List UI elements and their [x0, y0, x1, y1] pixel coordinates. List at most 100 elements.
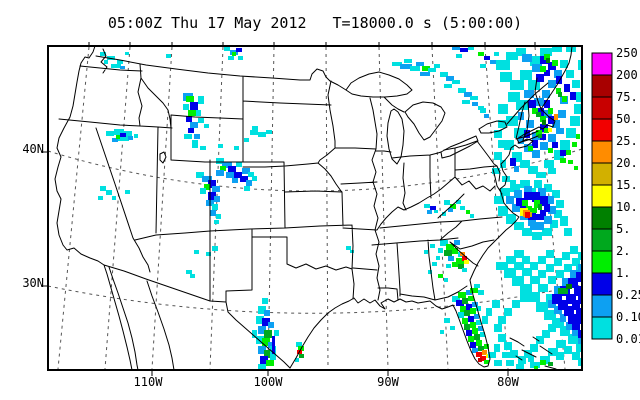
precip-cell: [578, 330, 581, 338]
precip-cell: [125, 52, 129, 55]
precip-cell: [498, 316, 506, 324]
precip-cell: [562, 252, 570, 260]
precip-cell: [546, 264, 554, 272]
precip-cell: [117, 136, 129, 141]
precip-cell: [498, 334, 506, 342]
precip-cell: [112, 138, 118, 142]
precip-cell: [400, 64, 412, 69]
precip-cell: [550, 220, 558, 228]
precip-cell: [498, 104, 508, 114]
precip-cell: [542, 228, 552, 236]
precip-cell: [470, 288, 478, 293]
precip-cell: [346, 246, 351, 250]
precip-cell: [578, 264, 581, 272]
precip-cell: [544, 128, 549, 133]
precip-cell: [100, 186, 106, 191]
precip-cell: [424, 250, 428, 254]
precip-cell: [540, 210, 546, 216]
precip-cell: [228, 56, 234, 60]
precip-cell: [538, 270, 546, 278]
precip-cell: [502, 352, 510, 358]
precip-cell: [494, 152, 502, 160]
precip-cell: [484, 56, 490, 60]
precip-cell: [98, 196, 103, 200]
precip-cell: [528, 356, 534, 362]
precip-cell: [500, 160, 506, 168]
precip-cell: [536, 302, 548, 312]
colorbar-segment: [591, 118, 613, 142]
precip-cell: [474, 284, 480, 288]
precip-cell: [560, 326, 570, 336]
precip-cell: [106, 131, 114, 136]
precip-cell: [420, 72, 430, 76]
precip-cell: [548, 206, 556, 214]
map-frame: [47, 45, 583, 371]
precip-cell: [552, 190, 560, 198]
precip-cell: [540, 196, 548, 206]
precip-cell: [186, 270, 192, 274]
precip-cell: [572, 330, 578, 336]
precip-cell: [554, 210, 562, 218]
precip-cell: [458, 312, 464, 318]
precip-cell: [568, 334, 578, 344]
precip-cell: [548, 80, 556, 88]
precip-cell: [476, 306, 481, 311]
precip-cell: [184, 134, 192, 139]
precip-cell: [224, 47, 230, 51]
precip-cell: [440, 240, 448, 246]
precip-cell: [216, 158, 224, 164]
precip-cell: [438, 248, 443, 253]
lon-axis-label: 100W: [254, 375, 284, 389]
precip-cell: [246, 180, 252, 186]
precip-cell: [252, 330, 257, 338]
colorbar-label: 5.: [616, 222, 630, 236]
precip-cell: [554, 286, 560, 294]
precip-cell: [462, 100, 470, 104]
precip-cell: [252, 126, 258, 131]
precip-cell: [484, 114, 489, 118]
precip-cell: [192, 140, 198, 144]
precip-cell: [566, 322, 572, 330]
precip-cell: [512, 204, 520, 212]
precip-cell: [568, 314, 578, 324]
precip-cell: [490, 60, 496, 64]
precip-cell: [448, 256, 454, 261]
precip-cell: [458, 292, 466, 298]
precip-cell: [480, 332, 485, 337]
precip-cell: [506, 360, 514, 366]
precip-cell: [512, 300, 520, 308]
precip-cell: [262, 298, 268, 304]
precip-cell: [236, 162, 242, 167]
precip-cell: [470, 322, 476, 328]
precip-cell: [186, 96, 194, 102]
precip-cell: [474, 334, 480, 340]
precip-cell: [532, 140, 538, 148]
precip-cell: [216, 214, 221, 219]
precip-cell: [260, 356, 268, 364]
precip-cell: [514, 166, 519, 172]
precip-cell: [460, 206, 465, 210]
precip-cell: [228, 166, 236, 172]
precip-cell: [506, 116, 518, 126]
precip-cell: [544, 160, 554, 168]
precip-cell: [484, 360, 489, 364]
precip-cell: [576, 134, 580, 139]
precip-cell: [494, 52, 499, 56]
precip-cell: [546, 250, 554, 258]
precip-cell: [556, 76, 562, 84]
precip-cell: [474, 314, 479, 319]
precip-cell: [232, 178, 238, 183]
precip-cell: [472, 348, 478, 353]
precip-cell: [478, 346, 484, 351]
precip-cell: [556, 200, 564, 208]
precip-cell: [522, 228, 532, 236]
precip-cell: [528, 218, 536, 226]
precip-cell: [504, 342, 512, 350]
precip-cell: [548, 128, 552, 132]
precip-cell: [514, 222, 524, 230]
precip-cell: [448, 208, 453, 212]
precip-cell: [452, 248, 458, 254]
precip-cell: [478, 326, 483, 331]
precip-cell: [120, 66, 125, 69]
